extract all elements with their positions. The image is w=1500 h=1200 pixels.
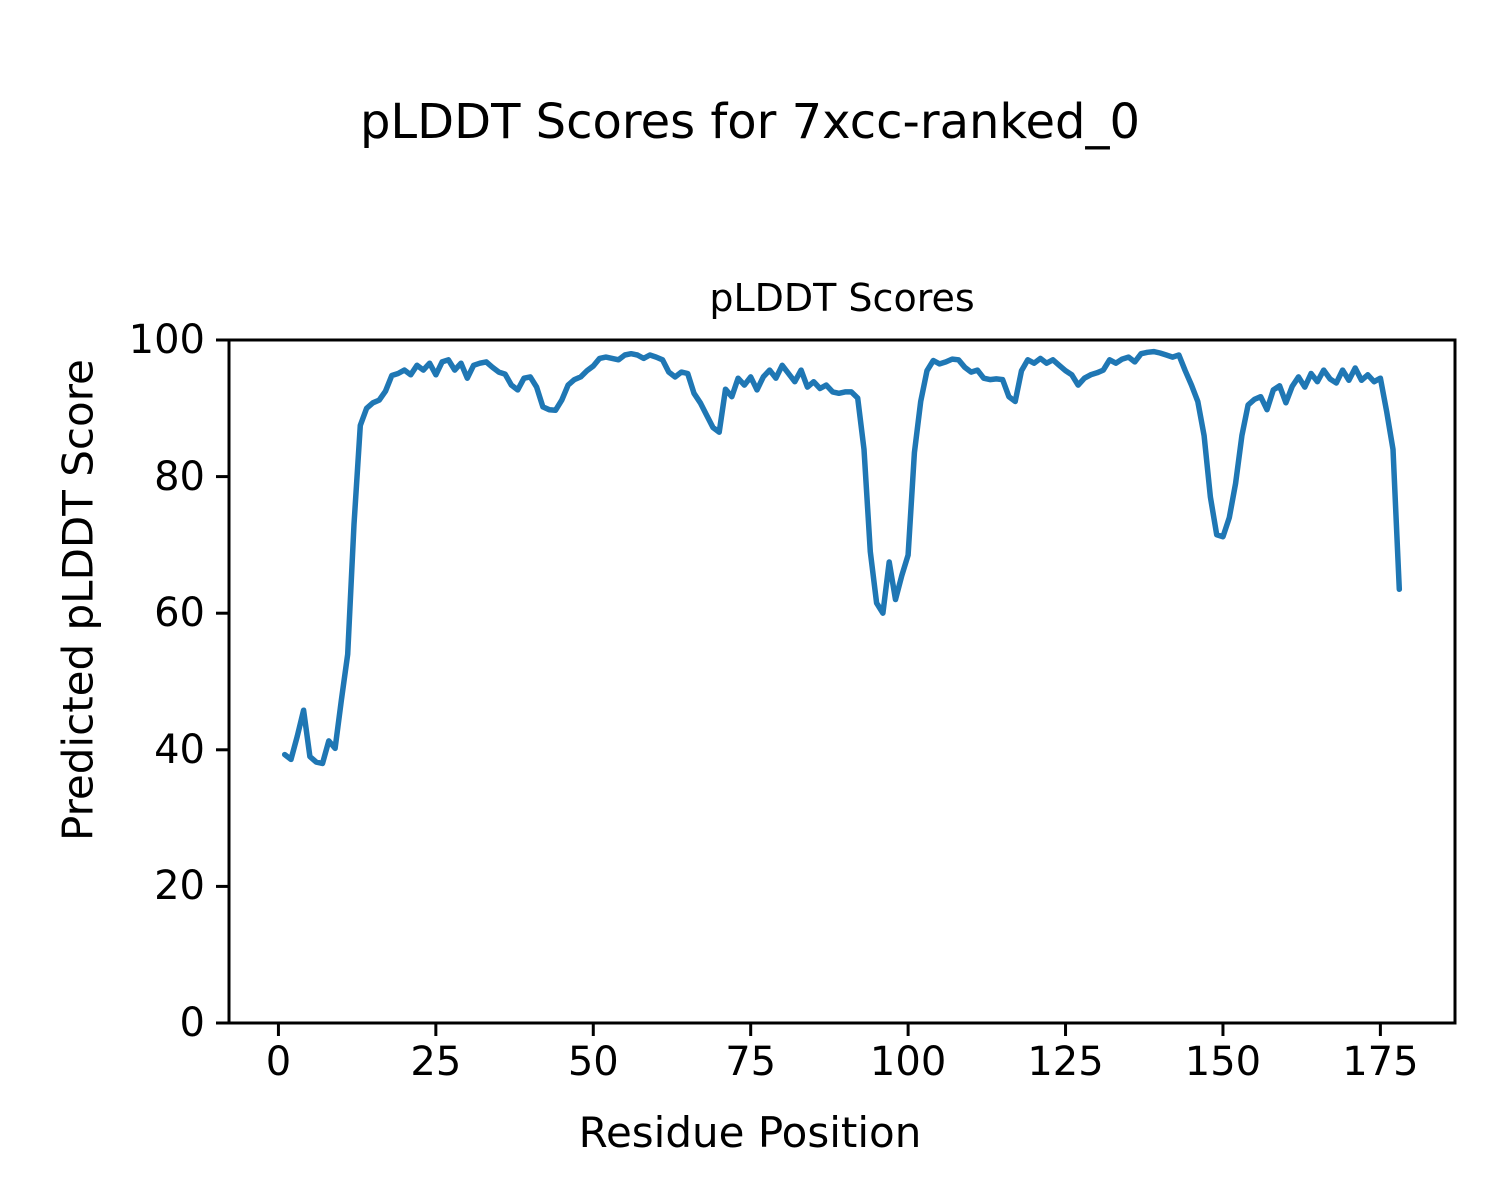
figure-title: pLDDT Scores for 7xcc-ranked_0 <box>359 94 1141 150</box>
x-tick-label: 100 <box>869 1039 947 1085</box>
x-tick-label: 25 <box>410 1039 462 1085</box>
y-tick-label: 60 <box>154 590 205 637</box>
x-tick-label: 0 <box>265 1039 292 1085</box>
x-tick-label: 75 <box>725 1039 777 1085</box>
x-tick-label: 125 <box>1027 1039 1104 1085</box>
y-tick-label: 20 <box>154 863 205 910</box>
plddt-line <box>281 348 1403 767</box>
plot-spines <box>227 338 1457 1025</box>
x-tick-label: 50 <box>567 1039 619 1085</box>
y-tick-label: 40 <box>154 726 205 773</box>
axes-title: pLDDT Scores <box>709 276 975 320</box>
x-axis-label: Residue Position <box>578 1108 922 1157</box>
x-tick-label: 175 <box>1342 1039 1419 1085</box>
y-tick-label: 100 <box>128 317 205 363</box>
y-tick-label: 80 <box>154 453 205 500</box>
tick-marks <box>216 338 1382 1036</box>
y-tick-label: 0 <box>179 1000 205 1046</box>
x-tick-label: 150 <box>1184 1039 1262 1085</box>
